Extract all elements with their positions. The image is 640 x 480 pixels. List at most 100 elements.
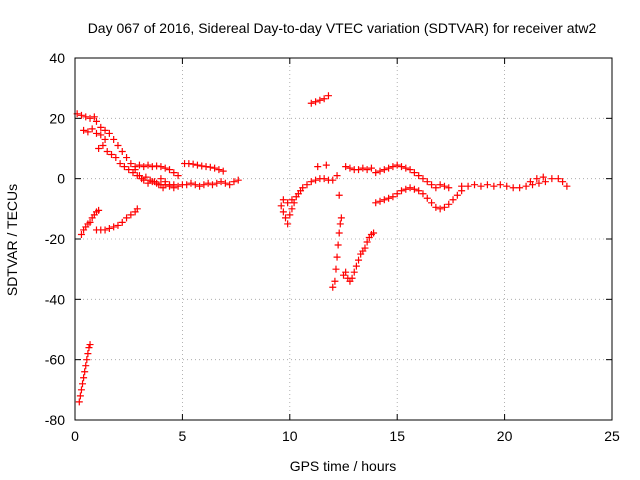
data-point	[215, 166, 223, 174]
data-point	[211, 164, 219, 172]
data-point	[170, 169, 178, 177]
data-point	[191, 181, 199, 189]
data-point	[288, 196, 296, 204]
data-point	[75, 398, 83, 406]
data-point	[406, 184, 414, 192]
data-point	[80, 126, 88, 134]
data-point	[335, 229, 343, 237]
data-point	[95, 206, 103, 214]
data-point	[385, 164, 393, 172]
y-tick-label: -80	[45, 412, 65, 428]
data-point	[284, 220, 292, 228]
data-point	[206, 163, 214, 171]
data-point	[170, 184, 178, 192]
data-point	[174, 172, 182, 180]
data-point	[157, 163, 165, 171]
data-point	[406, 166, 414, 174]
data-point	[376, 197, 384, 205]
data-point	[196, 182, 204, 190]
data-point	[166, 166, 174, 174]
data-point	[161, 178, 169, 186]
data-point	[86, 341, 94, 349]
data-point	[131, 163, 139, 171]
data-point	[483, 181, 491, 189]
data-point	[464, 182, 472, 190]
data-point	[334, 241, 342, 249]
data-point	[133, 205, 141, 213]
data-point	[372, 169, 380, 177]
data-point	[367, 164, 375, 172]
series-mid-dip	[329, 191, 378, 291]
data-point	[153, 162, 161, 170]
data-point	[329, 283, 337, 291]
data-point	[350, 268, 358, 276]
data-point	[432, 184, 440, 192]
data-point	[76, 392, 84, 400]
data-point	[333, 253, 341, 261]
data-point	[282, 214, 290, 222]
data-point	[423, 178, 431, 186]
data-point	[322, 161, 330, 169]
series-late-drift	[458, 173, 571, 192]
data-point	[120, 163, 128, 171]
data-point	[526, 178, 534, 186]
data-point	[234, 176, 242, 184]
data-point	[146, 176, 154, 184]
data-point	[554, 175, 562, 183]
data-point	[81, 368, 89, 376]
y-tick-label: 20	[49, 110, 65, 126]
data-point	[135, 161, 143, 169]
data-point	[336, 220, 344, 228]
data-point	[88, 125, 96, 133]
data-point	[277, 202, 285, 210]
data-point	[397, 187, 405, 195]
series-deep-fall	[75, 341, 94, 406]
data-point	[541, 178, 549, 186]
x-tick-label: 10	[282, 428, 298, 444]
data-point	[342, 268, 350, 276]
data-point	[200, 181, 208, 189]
data-point	[84, 128, 92, 136]
data-point	[105, 129, 113, 137]
series-early-scattered	[80, 125, 182, 192]
data-point	[123, 154, 131, 162]
data-point	[187, 179, 195, 187]
data-point	[114, 141, 122, 149]
data-point	[389, 193, 397, 201]
data-point	[453, 191, 461, 199]
data-point	[79, 380, 87, 388]
data-point	[140, 163, 148, 171]
data-point	[361, 244, 369, 252]
series-isolated-high	[307, 92, 341, 180]
data-point	[410, 185, 418, 193]
data-point	[82, 113, 90, 121]
data-point	[150, 178, 158, 186]
series-mid-plateau	[157, 175, 242, 192]
data-point	[279, 208, 287, 216]
data-point	[380, 196, 388, 204]
data-point	[82, 362, 90, 370]
data-layer	[73, 92, 571, 406]
data-point	[332, 265, 340, 273]
data-point	[288, 205, 296, 213]
series-plateau-upper	[181, 160, 227, 175]
y-tick-label: -20	[45, 231, 65, 247]
data-point	[219, 167, 227, 175]
data-point	[159, 184, 167, 192]
data-point	[445, 184, 453, 192]
data-point	[548, 175, 556, 183]
data-point	[436, 181, 444, 189]
data-point	[312, 176, 320, 184]
data-point	[144, 161, 152, 169]
data-point	[174, 182, 182, 190]
data-point	[80, 374, 88, 382]
data-point	[118, 218, 126, 226]
data-point	[370, 229, 378, 237]
data-point	[503, 182, 511, 190]
data-point	[516, 184, 524, 192]
data-point	[445, 200, 453, 208]
data-point	[101, 135, 109, 143]
data-point	[423, 194, 431, 202]
data-point	[204, 179, 212, 187]
